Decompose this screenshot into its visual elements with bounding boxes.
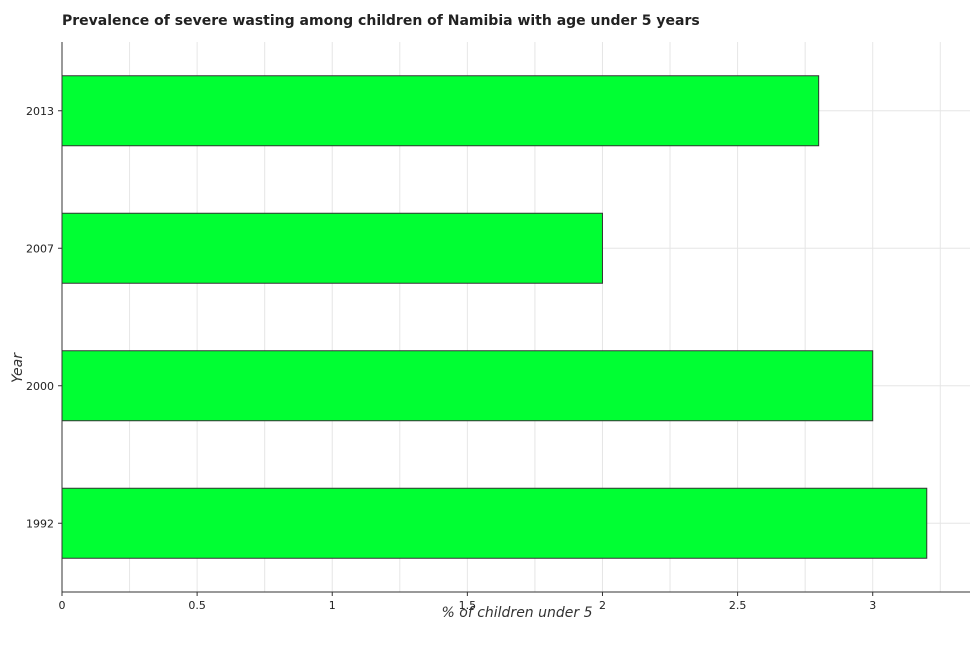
- axes-layer: [61, 42, 970, 593]
- y-tick-label-1992: 1992: [26, 517, 54, 530]
- y-axis-label: Year: [10, 352, 26, 383]
- y-tick-label-2007: 2007: [26, 242, 54, 255]
- x-axis-label: % of children under 5: [442, 605, 593, 621]
- y-tick-label-2000: 2000: [26, 380, 54, 393]
- x-tick-label: 0.5: [188, 599, 206, 612]
- x-tick-label: 3: [869, 599, 876, 612]
- bar-2000: [61, 350, 874, 422]
- x-tick-label: 0: [59, 599, 66, 612]
- bar-1992: [61, 487, 928, 559]
- x-tick-label: 2: [599, 599, 606, 612]
- x-tick-label: 2.5: [729, 599, 747, 612]
- chart-title: Prevalence of severe wasting among child…: [62, 13, 700, 29]
- bar-2007: [61, 212, 603, 284]
- y-tick-label-2013: 2013: [26, 105, 54, 118]
- bars-layer: [61, 75, 928, 559]
- x-tick-label: 1.5: [459, 599, 477, 612]
- bar-2013: [61, 75, 820, 147]
- x-tick-label: 1: [329, 599, 336, 612]
- ticks-layer: 1992 2000 2007 2013 0 0.5 1 1.5 2 2.5 3: [26, 105, 876, 612]
